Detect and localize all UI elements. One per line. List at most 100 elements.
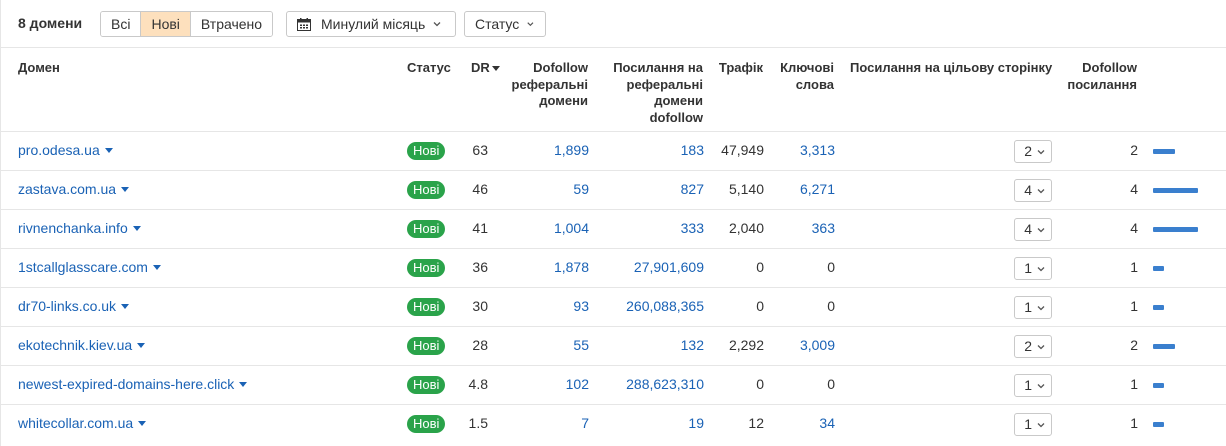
target-links-dropdown[interactable]: 2 <box>1014 335 1052 358</box>
caret-down-icon <box>152 265 161 270</box>
dofollow-links-value: 4 <box>1130 181 1138 197</box>
dofollow-ref-domains-link[interactable]: 1,004 <box>553 220 589 236</box>
chevron-down-icon <box>1037 228 1045 233</box>
domain-link[interactable]: ekotechnik.kiev.ua <box>18 327 146 366</box>
status-badge: Нові <box>407 415 446 433</box>
filter-new-button[interactable]: Нові <box>141 12 191 36</box>
dofollow-ref-domains-link[interactable]: 59 <box>573 181 589 197</box>
target-links-count: 2 <box>1024 338 1032 354</box>
col-links-ref-domains[interactable]: Посилання на реферальні домени dofollow <box>613 60 703 125</box>
keywords-value[interactable]: 3,313 <box>799 142 835 158</box>
traffic-value: 12 <box>748 415 764 431</box>
dr-value: 41 <box>472 220 488 236</box>
domain-link[interactable]: 1stcallglasscare.com <box>18 249 161 288</box>
table-row: rivnenchanka.info Нові 41 1,004 333 2,040 363 4… <box>1 209 1226 248</box>
domain-count-label: 8 домени <box>18 15 83 31</box>
target-links-dropdown[interactable]: 1 <box>1014 296 1052 319</box>
links-ref-domains-link[interactable]: 132 <box>680 337 704 353</box>
dofollow-links-bar <box>1153 149 1175 154</box>
keywords-value[interactable]: 363 <box>811 220 835 236</box>
links-ref-domains-link[interactable]: 333 <box>680 220 704 236</box>
caret-down-icon <box>137 343 146 348</box>
col-traffic[interactable]: Трафік <box>718 60 763 75</box>
links-ref-domains-link[interactable]: 288,623,310 <box>626 376 704 392</box>
target-links-count: 1 <box>1024 299 1032 315</box>
domain-link[interactable]: newest-expired-domains-here.click <box>18 366 248 405</box>
status-cell: Нові <box>407 141 446 160</box>
col-keywords[interactable]: Ключові слова <box>780 60 834 92</box>
caret-down-icon <box>121 187 130 192</box>
caret-down-icon <box>121 304 130 309</box>
links-ref-domains-link[interactable]: 27,901,609 <box>633 259 704 275</box>
target-links-dropdown[interactable]: 1 <box>1014 413 1052 436</box>
status-badge: Нові <box>407 181 446 199</box>
table-row: ekotechnik.kiev.ua Нові 28 55 132 2,292 3,009 2… <box>1 326 1226 365</box>
target-links-dropdown[interactable]: 1 <box>1014 257 1052 280</box>
keywords-value[interactable]: 3,009 <box>799 337 835 353</box>
status-badge: Нові <box>407 142 446 160</box>
domain-link[interactable]: rivnenchanka.info <box>18 210 141 249</box>
period-dropdown[interactable]: Минулий місяць <box>286 11 456 37</box>
dofollow-ref-domains-link[interactable]: 102 <box>565 376 589 392</box>
dofollow-ref-domains-link[interactable]: 7 <box>581 415 589 431</box>
chevron-down-icon <box>1037 189 1045 194</box>
traffic-value: 0 <box>756 376 764 392</box>
dofollow-links-value: 2 <box>1130 142 1138 158</box>
col-links-to-target[interactable]: Посилання на цільову сторінку <box>850 60 1053 75</box>
col-dofollow-links[interactable]: Dofollow посилання <box>1067 60 1137 92</box>
status-dropdown-label: Статус <box>475 16 520 32</box>
domain-link[interactable]: dr70-links.co.uk <box>18 288 130 327</box>
dofollow-links-bar <box>1153 266 1164 271</box>
keywords-value: 0 <box>827 376 835 392</box>
col-dofollow-ref-domains[interactable]: Dofollow реферальні домени <box>511 60 589 108</box>
domain-link[interactable]: whitecollar.com.ua <box>18 405 147 444</box>
links-ref-domains-link[interactable]: 19 <box>688 415 704 431</box>
filter-lost-button[interactable]: Втрачено <box>190 12 273 36</box>
chevron-down-icon <box>1037 267 1045 272</box>
links-ref-domains-link[interactable]: 260,088,365 <box>626 298 704 314</box>
status-cell: Нові <box>407 375 446 394</box>
dofollow-links-value: 1 <box>1130 376 1138 392</box>
chevron-down-icon <box>1037 345 1045 350</box>
table-row: zastava.com.ua Нові 46 59 827 5,140 6,271 4 4 <box>1 170 1226 209</box>
col-status[interactable]: Статус <box>407 60 451 75</box>
target-links-dropdown[interactable]: 1 <box>1014 374 1052 397</box>
traffic-value: 2,292 <box>728 337 764 353</box>
domain-name: 1stcallglasscare.com <box>18 259 148 275</box>
target-links-count: 4 <box>1024 182 1032 198</box>
status-badge: Нові <box>407 376 446 394</box>
status-dropdown[interactable]: Статус <box>464 11 546 37</box>
filter-all-button[interactable]: Всі <box>101 12 142 36</box>
domain-name: ekotechnik.kiev.ua <box>18 337 133 353</box>
domain-link[interactable]: pro.odesa.ua <box>18 132 113 171</box>
target-links-dropdown[interactable]: 4 <box>1014 179 1052 202</box>
dofollow-ref-domains-link[interactable]: 55 <box>573 337 589 353</box>
domain-name: dr70-links.co.uk <box>18 298 117 314</box>
caret-down-icon <box>104 148 113 153</box>
status-badge: Нові <box>407 298 446 316</box>
keywords-value[interactable]: 6,271 <box>799 181 835 197</box>
table-row: dr70-links.co.uk Нові 30 93 260,088,365 0 0 1 1 <box>1 287 1226 326</box>
chevron-down-icon <box>433 22 441 27</box>
table-row: 1stcallglasscare.com Нові 36 1,878 27,901,60… <box>1 248 1226 287</box>
dofollow-ref-domains-link[interactable]: 1,899 <box>553 142 589 158</box>
dofollow-links-value: 1 <box>1130 298 1138 314</box>
keywords-value[interactable]: 34 <box>819 415 835 431</box>
dr-value: 28 <box>472 337 488 353</box>
status-badge: Нові <box>407 337 446 355</box>
col-domain[interactable]: Домен <box>18 60 60 75</box>
dofollow-links-value: 2 <box>1130 337 1138 353</box>
target-links-dropdown[interactable]: 2 <box>1014 140 1052 163</box>
target-links-dropdown[interactable]: 4 <box>1014 218 1052 241</box>
links-ref-domains-link[interactable]: 827 <box>680 181 704 197</box>
dofollow-ref-domains-link[interactable]: 93 <box>573 298 589 314</box>
col-dr[interactable]: DR <box>471 60 500 77</box>
status-cell: Нові <box>407 414 446 433</box>
keywords-value: 0 <box>827 259 835 275</box>
domain-name: newest-expired-domains-here.click <box>18 376 235 392</box>
status-cell: Нові <box>407 180 446 199</box>
links-ref-domains-link[interactable]: 183 <box>680 142 704 158</box>
domain-link[interactable]: zastava.com.ua <box>18 171 130 210</box>
status-badge: Нові <box>407 259 446 277</box>
dofollow-ref-domains-link[interactable]: 1,878 <box>553 259 589 275</box>
